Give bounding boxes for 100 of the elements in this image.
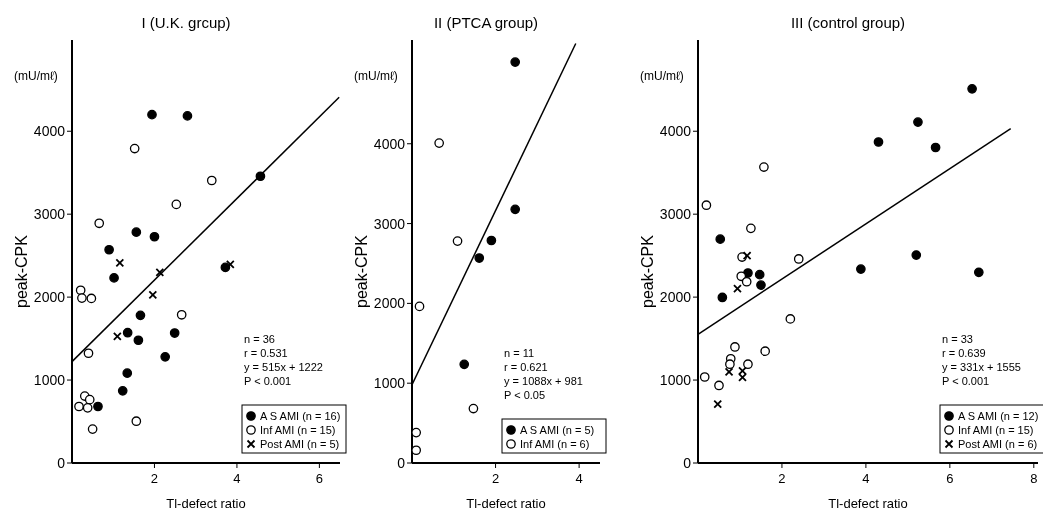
y-tick-label: 2000	[659, 289, 692, 306]
annotation: P < 0.001	[244, 375, 292, 387]
annotation: r = 0.621	[504, 361, 548, 373]
point	[973, 267, 984, 278]
point	[135, 310, 146, 321]
legend-label: Post AMI (n = 6)	[958, 438, 1038, 450]
point	[171, 199, 182, 210]
point	[486, 235, 497, 246]
point	[742, 251, 752, 261]
point	[759, 162, 769, 172]
x-tick-label: 2	[778, 471, 786, 486]
point	[122, 368, 133, 379]
y-tick-label: 4000	[659, 123, 692, 140]
point	[793, 254, 804, 264]
point	[701, 200, 712, 211]
point	[911, 250, 922, 260]
y-axis-title: peak-CPK	[639, 234, 656, 308]
point	[741, 276, 752, 287]
y-tick-label: 0	[397, 455, 406, 471]
x-axis-title: Tl-defect ratio	[466, 496, 546, 511]
point	[760, 346, 771, 357]
annotation: y = 515x + 1222	[244, 361, 323, 373]
point	[122, 327, 133, 338]
point	[169, 328, 180, 338]
y-tick-label: 1000	[33, 372, 66, 389]
y-tick-label: 3000	[33, 206, 66, 223]
x-tick-label: 4	[233, 471, 241, 486]
y-tick-label: 2000	[373, 295, 406, 312]
text: (mU/mℓ)	[640, 69, 684, 83]
legend-label: Post AMI (n = 5)	[260, 438, 340, 450]
legend-label: Inf AMI (n = 6)	[520, 438, 590, 450]
point	[510, 204, 521, 215]
annotation: y = 1088x + 981	[504, 375, 583, 387]
x-axis-title: Tl-defect ratio	[828, 496, 908, 511]
point	[182, 111, 193, 121]
x-tick-label: 6	[315, 471, 323, 486]
point	[77, 293, 87, 303]
point	[856, 264, 866, 274]
point	[83, 348, 94, 359]
chart-title: II (PTCA group)	[433, 14, 539, 31]
point	[738, 366, 747, 376]
y-tick-label: 2000	[33, 289, 66, 306]
annotation: n = 33	[942, 333, 973, 345]
y-tick-label: 4000	[33, 123, 66, 140]
point	[225, 260, 235, 269]
x-axis-title: Tl-defect ratio	[166, 496, 246, 511]
point	[756, 280, 766, 290]
annotation: y = 331x + 1555	[942, 361, 1021, 373]
legend-label: A S AMI (n = 16)	[260, 410, 341, 422]
point	[176, 309, 187, 320]
text: (mU/mℓ)	[14, 69, 58, 83]
point	[117, 385, 128, 396]
point	[93, 401, 103, 412]
point	[82, 402, 93, 413]
point	[160, 351, 171, 362]
point	[746, 223, 756, 234]
legend-label: A S AMI (n = 5)	[520, 424, 595, 436]
point	[717, 292, 728, 303]
point	[148, 290, 158, 300]
legend-label: Inf AMI (n = 15)	[958, 424, 1034, 436]
x-tick-label: 2	[150, 471, 159, 486]
point	[75, 285, 86, 296]
point	[724, 367, 734, 377]
annotation: r = 0.531	[244, 347, 288, 359]
point	[743, 359, 753, 370]
point	[112, 331, 122, 341]
y-axis-title: peak-CPK	[353, 234, 370, 308]
point	[149, 231, 160, 242]
y-tick-label: 1000	[373, 375, 406, 392]
point	[104, 244, 114, 255]
annotation: P < 0.001	[942, 375, 990, 387]
point	[913, 117, 923, 127]
point	[131, 416, 142, 427]
chart-title: III (control group)	[790, 14, 906, 31]
y-tick-label: 3000	[373, 215, 406, 232]
annotation: P < 0.05	[504, 389, 546, 401]
y-tick-label: 4000	[373, 135, 406, 152]
y-tick-label: 1000	[659, 372, 692, 389]
point	[155, 267, 165, 277]
point	[452, 236, 463, 246]
legend-label: Inf AMI (n = 15)	[260, 424, 336, 436]
x-tick-label: 6	[946, 471, 954, 486]
y-axis-title: peak-CPK	[13, 234, 30, 308]
point	[715, 234, 726, 244]
point	[414, 301, 425, 312]
point	[411, 445, 422, 456]
point	[147, 109, 157, 120]
point	[84, 394, 95, 405]
point	[206, 175, 217, 186]
point	[725, 359, 735, 370]
y-tick-label: 0	[57, 455, 66, 471]
point	[733, 284, 742, 294]
point	[109, 273, 119, 283]
point	[474, 253, 485, 263]
point	[74, 401, 84, 412]
point	[434, 138, 445, 148]
point	[468, 403, 479, 414]
x-tick-label: 4	[575, 471, 583, 486]
point	[967, 84, 977, 94]
legend-label: A S AMI (n = 12)	[958, 410, 1039, 422]
